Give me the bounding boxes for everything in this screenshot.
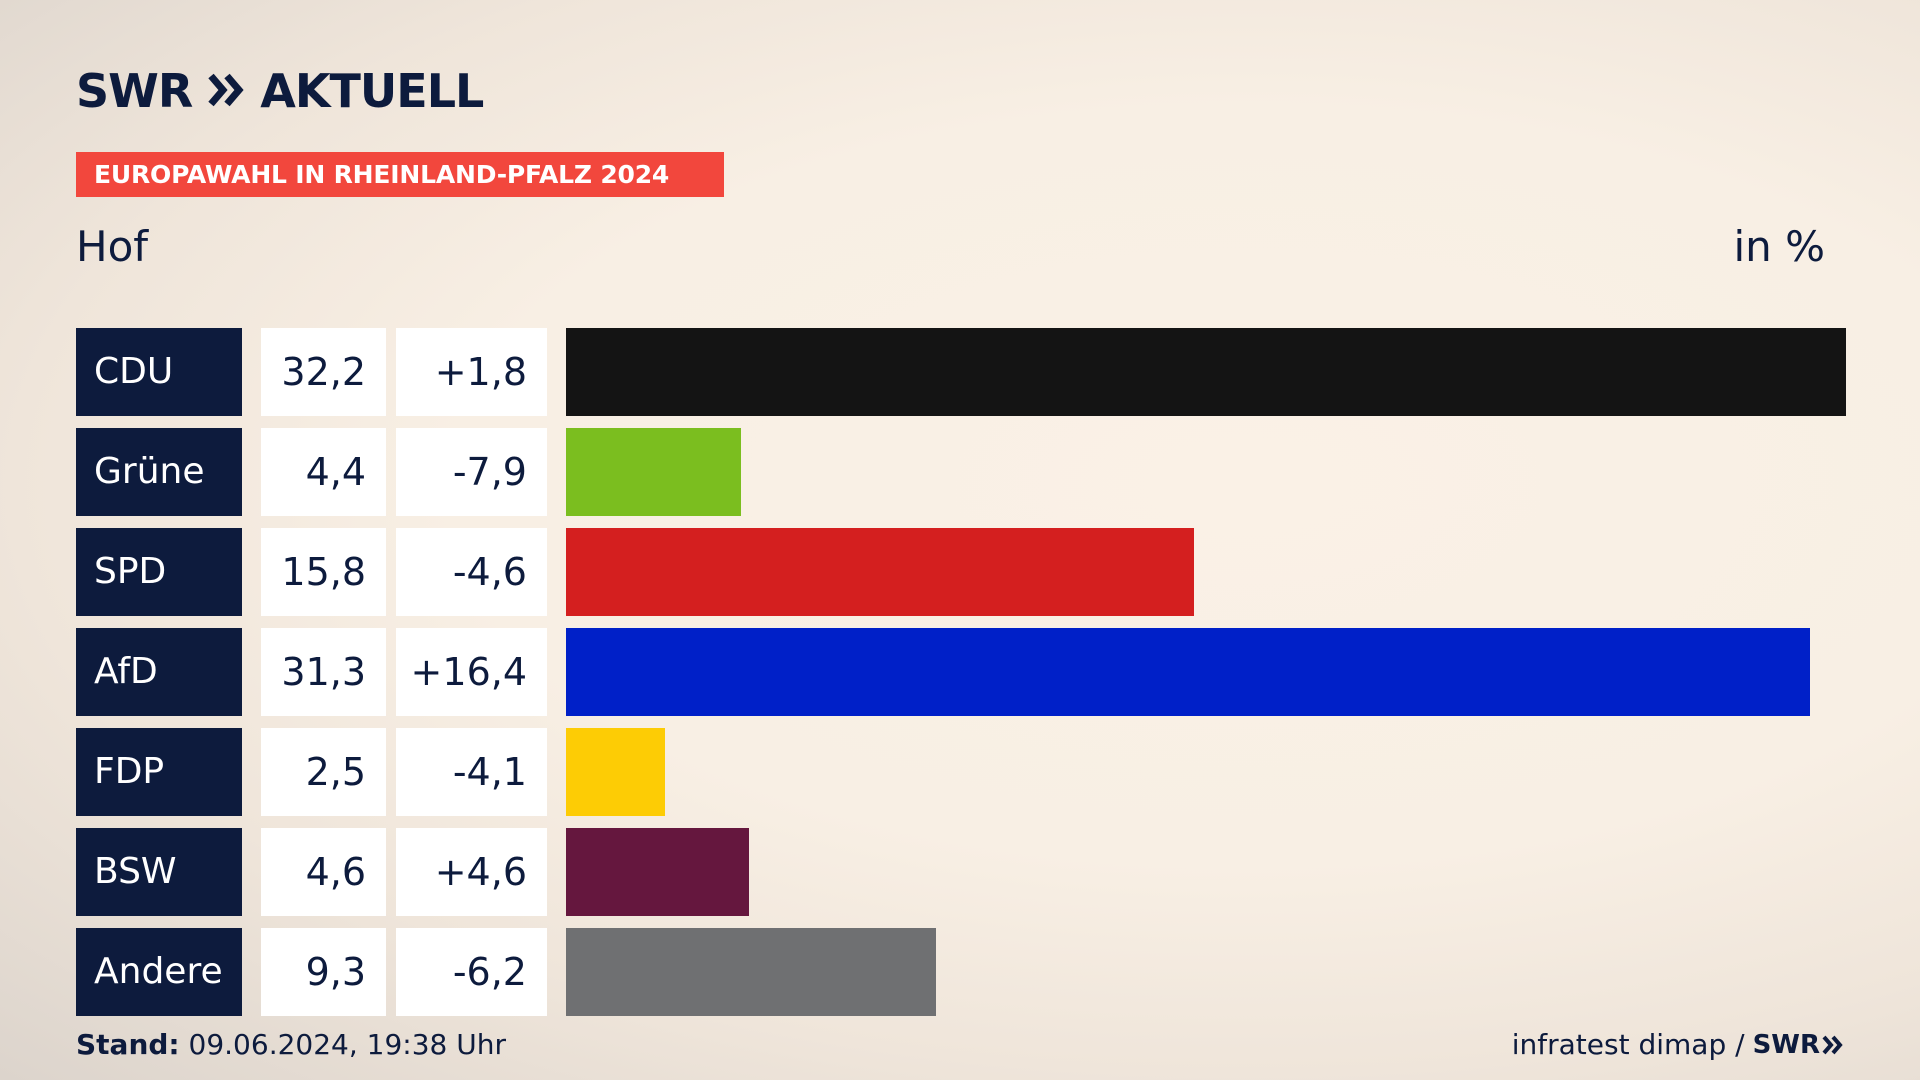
vote-share-label: 4,4 — [261, 428, 386, 516]
result-row: AfD 31,3 +16,4 — [76, 628, 1846, 716]
change-label: +16,4 — [396, 628, 547, 716]
logo-aktuell-text: AKTUELL — [260, 64, 484, 118]
double-chevron-icon — [208, 64, 244, 118]
timestamp-footer: Stand: 09.06.2024, 19:38 Uhr — [76, 1028, 506, 1061]
vote-share-label: 15,8 — [261, 528, 386, 616]
party-label: FDP — [76, 728, 242, 816]
party-label: CDU — [76, 328, 242, 416]
result-bar — [566, 828, 749, 916]
result-row: Andere 9,3 -6,2 — [76, 928, 1846, 1016]
party-label: SPD — [76, 528, 242, 616]
change-label: -7,9 — [396, 428, 547, 516]
party-label: Grüne — [76, 428, 242, 516]
result-row: CDU 32,2 +1,8 — [76, 328, 1846, 416]
result-bar — [566, 928, 936, 1016]
swr-aktuell-logo: SWR AKTUELL — [76, 64, 484, 118]
election-banner: EUROPAWAHL IN RHEINLAND-PFALZ 2024 — [76, 152, 724, 197]
party-label: Andere — [76, 928, 242, 1016]
vote-share-label: 32,2 — [261, 328, 386, 416]
change-label: +4,6 — [396, 828, 547, 916]
vote-share-label: 31,3 — [261, 628, 386, 716]
swr-mini-logo: SWR — [1753, 1030, 1844, 1060]
result-bar — [566, 428, 741, 516]
vote-share-label: 2,5 — [261, 728, 386, 816]
double-chevron-small-icon — [1822, 1035, 1843, 1054]
logo-swr-text: SWR — [76, 64, 193, 118]
result-row: BSW 4,6 +4,6 — [76, 828, 1846, 916]
change-label: -6,2 — [396, 928, 547, 1016]
result-row: Grüne 4,4 -7,9 — [76, 428, 1846, 516]
change-label: +1,8 — [396, 328, 547, 416]
party-label: BSW — [76, 828, 242, 916]
change-label: -4,1 — [396, 728, 547, 816]
result-row: FDP 2,5 -4,1 — [76, 728, 1846, 816]
swr-mini-text: SWR — [1752, 1029, 1820, 1060]
result-bar — [566, 628, 1810, 716]
timestamp-value: 09.06.2024, 19:38 Uhr — [188, 1028, 506, 1061]
party-label: AfD — [76, 628, 242, 716]
region-title: Hof — [76, 222, 149, 271]
stand-label: Stand: — [76, 1028, 180, 1061]
change-label: -4,6 — [396, 528, 547, 616]
source-label: infratest dimap / — [1511, 1028, 1745, 1061]
result-row: SPD 15,8 -4,6 — [76, 528, 1846, 616]
result-bar — [566, 328, 1846, 416]
vote-share-label: 9,3 — [261, 928, 386, 1016]
result-bar — [566, 728, 665, 816]
unit-label: in % — [1733, 222, 1825, 271]
source-footer: infratest dimap / SWR — [1512, 1028, 1844, 1061]
vote-share-label: 4,6 — [261, 828, 386, 916]
result-bar — [566, 528, 1194, 616]
